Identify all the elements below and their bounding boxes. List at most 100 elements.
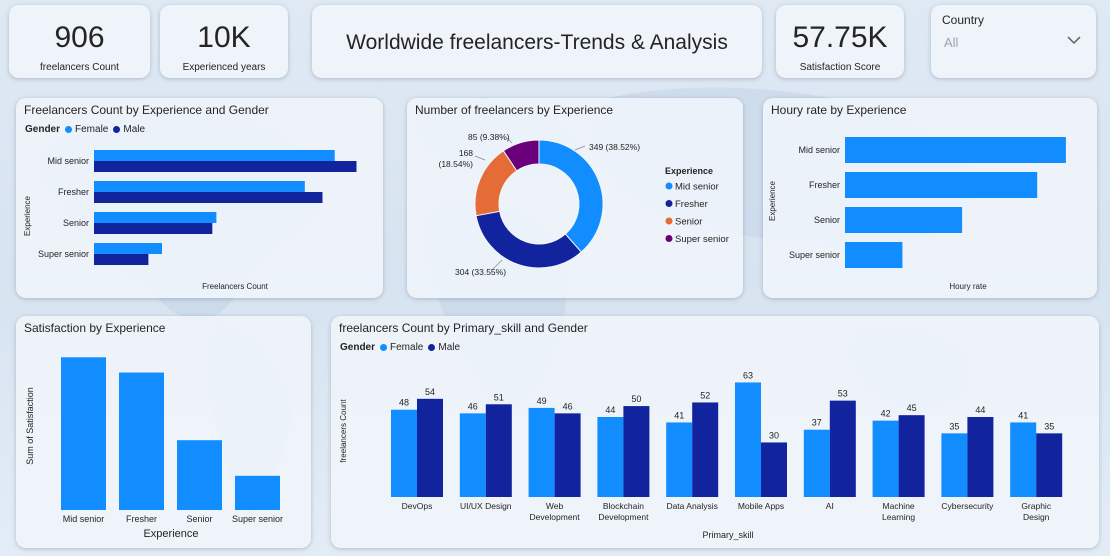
bar-male-ai [829,400,856,497]
legend-label: Senior [675,217,702,228]
x-tick-label: UI/UX Design [460,501,512,511]
legend-title: Experience [665,166,713,176]
y-tick-label: Super senior [789,250,840,260]
chart-legend: Gender Female Male [25,124,150,135]
y-axis-label: Experience [23,195,32,236]
legend-item-male[interactable]: Male [113,124,145,135]
dashboard-title: Worldwide freelancers-Trends & Analysis [346,31,728,54]
bar-female-ai [803,429,830,497]
x-tick-label: Senior [186,514,212,524]
legend-item-female[interactable]: Female [65,124,108,135]
data-label: 49 [537,396,547,406]
y-tick-label: Senior [63,218,89,228]
x-tick-label: Development [598,512,649,522]
bar-female-machine-learning [872,420,899,497]
experience-donut-chart-card: Number of freelancers by Experience 349 … [407,98,743,298]
bar-male-mid-senior [94,161,357,172]
data-label: 42 [881,409,891,419]
data-label: 54 [425,387,435,397]
bar-super-senior [235,475,280,510]
bar-fresher [845,172,1038,198]
x-tick-label: Blockchain [603,501,644,511]
data-label: 63 [743,370,753,380]
data-label: 41 [674,410,684,420]
bar-male-devops [417,398,443,497]
bar-mid-senior [845,137,1066,163]
legend-label: Male [438,342,461,353]
legend-marker-senior [665,217,673,225]
x-tick-label: Super senior [232,514,283,524]
y-axis-label: Experience [768,180,777,221]
slicer-selected-value[interactable]: All [944,35,959,50]
bar-male-data-analysis [692,402,719,497]
bar-super-senior [845,242,903,268]
data-label: 46 [468,401,478,411]
kpi-card-experienced-years: 10K Experienced years [160,5,288,78]
data-label: 37 [812,418,822,428]
gender-experience-bar-chart: Mid senior Fresher Senior Super senior Freel… [23,150,357,291]
y-tick-label: Senior [814,215,840,225]
legend-marker-fresher [665,200,673,207]
leader-line [574,145,586,151]
data-label: 168 [459,148,473,158]
data-label: (18.54%) [439,159,474,169]
bar-female-web-development [528,407,555,497]
data-label: 85 (9.38%) [468,132,510,142]
bar-female-devops [391,409,417,497]
bar-male-mobile-apps [761,442,787,497]
y-tick-label: Fresher [58,187,89,197]
kpi-label: Experienced years [182,62,266,73]
bar-male-fresher [94,192,323,203]
bar-senior [177,440,222,510]
hourly-rate-bar-chart: Mid senior Fresher Senior Super senior Houry… [768,137,1066,291]
bar-female-mid-senior [94,150,335,161]
x-axis-label: Experience [143,528,198,540]
x-tick-label: Cybersecurity [941,501,994,511]
leader-line [491,259,503,271]
y-tick-label: Super senior [38,249,89,259]
x-tick-label: Fresher [126,514,157,524]
data-label: 349 (38.52%) [589,142,640,152]
legend-marker-super-senior [665,235,673,242]
data-label: 48 [399,398,409,408]
legend-label: Fresher [675,199,708,210]
x-axis-label: Freelancers Count [202,282,269,291]
x-tick-label: Development [530,512,581,522]
kpi-card-satisfaction-score: 57.75K Satisfaction Score [776,5,904,78]
donut-slice-super-senior [502,139,540,172]
bar-female-super-senior [94,243,162,254]
kpi-value: 906 [54,21,105,54]
chart-title: freelancers Count by Primary_skill and G… [339,321,588,335]
leader-line [474,155,486,161]
donut-slice-fresher [475,210,582,269]
bar-female-graphic-design [1010,422,1037,497]
data-label: 41 [1018,410,1028,420]
x-axis-label: Primary_skill [702,530,753,540]
legend-label: Male [123,124,146,135]
chart-legend: Gender Female Male [340,342,465,353]
x-tick-label: Mid senior [63,514,105,524]
bar-female-fresher [94,181,305,192]
kpi-label: freelancers Count [40,62,119,73]
chart-title: Freelancers Count by Experience and Gend… [24,103,269,117]
country-slicer[interactable]: Country All [931,5,1096,78]
data-label: 52 [700,390,710,400]
data-label: 30 [769,430,779,440]
legend-item-female[interactable]: Female [380,342,423,353]
chevron-down-icon[interactable] [1066,35,1082,45]
kpi-label: Satisfaction Score [799,62,881,73]
x-tick-label: Learning [882,512,915,522]
data-label: 46 [563,401,573,411]
y-tick-label: Mid senior [798,145,840,155]
chart-title: Houry rate by Experience [771,103,907,117]
data-label: 304 (33.55%) [455,267,506,277]
satisfaction-chart-card: Satisfaction by Experience Mid senior Fre… [16,316,311,548]
legend-item-male[interactable]: Male [428,342,460,353]
dashboard-title-card: Worldwide freelancers-Trends & Analysis [312,5,762,78]
data-label: 35 [949,421,959,431]
bar-female-cybersecurity [941,433,968,497]
legend-label: Super senior [675,234,729,245]
kpi-card-freelancers-count: 906 freelancers Count [9,5,150,78]
legend-label: Female [75,124,109,135]
bar-male-cybersecurity [967,417,994,497]
